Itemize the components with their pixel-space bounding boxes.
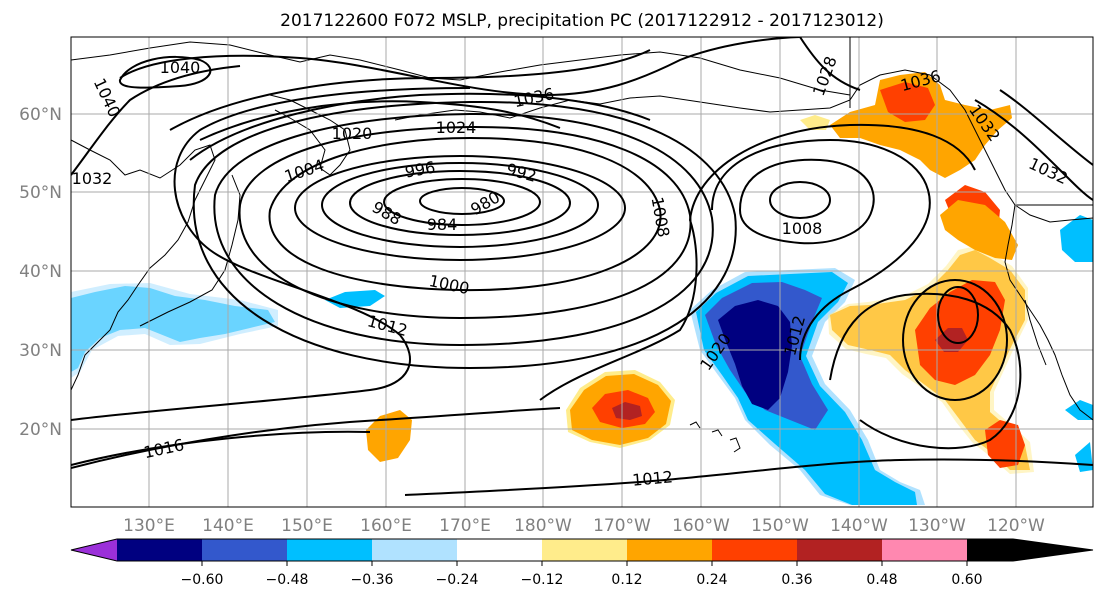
isobar-label: 1008 [782, 219, 823, 238]
lon-label: 130°E [123, 516, 175, 536]
map-title: 2017122600 F072 MSLP, precipitation PC (… [280, 11, 884, 31]
colorbar-tickmarks [201, 561, 968, 566]
colorbar-segment [372, 539, 457, 561]
colorbar-outline [70, 538, 1094, 562]
isobar-1012-east [738, 158, 875, 245]
colorbar-segment [627, 539, 712, 561]
shade-orange-alaska [830, 72, 1012, 178]
lat-label: 60°N [19, 105, 62, 125]
isobar-1024 [189, 92, 651, 161]
lon-label: 150°W [751, 516, 809, 536]
colorbar-extend-left [71, 539, 117, 561]
shade-blue-east-4 [830, 470, 860, 500]
isobar-1024-east [829, 292, 1022, 450]
isobar-1008-east [769, 181, 831, 219]
colorbar-tick-label: 0.36 [781, 572, 812, 588]
isobar-980 [419, 187, 505, 215]
isobar-1016-south [71, 407, 561, 469]
isobar-1036 [119, 37, 801, 97]
isobar-1012-south [404, 458, 1093, 496]
isobar-996 [294, 155, 626, 261]
isobar-1028 [169, 49, 651, 131]
colorbar-segment [712, 539, 797, 561]
lon-label: 160°E [360, 516, 412, 536]
shade-darkred-sw [612, 402, 642, 420]
isobar-988 [349, 170, 571, 236]
coast-baja [1024, 299, 1047, 366]
colorbar-tick-label: −0.36 [351, 572, 394, 588]
colorbar: −0.60 −0.48 −0.36 −0.24 −0.12 0.12 0.24 … [70, 538, 1094, 588]
colorbar-segment [797, 539, 882, 561]
lon-label: 120°W [987, 516, 1045, 536]
coast-asia [71, 139, 216, 391]
colorbar-tick-label: 0.48 [866, 572, 897, 588]
map-frame [70, 36, 1094, 508]
isobars [71, 37, 1093, 496]
isobar-label: 1020 [332, 124, 373, 143]
isobar-label: 1024 [436, 118, 477, 137]
isobar-label: 1040 [160, 58, 201, 77]
longitude-labels: 130°E 140°E 150°E 160°E 170°E 180°W 170°… [123, 516, 1045, 536]
isobar-1020-east [539, 123, 976, 401]
colorbar-tick-label: −0.60 [181, 572, 224, 588]
lat-label: 20°N [19, 420, 62, 440]
coast-hawaii [689, 421, 741, 453]
isobar-1000 [268, 136, 662, 292]
latitude-labels: 60°N 50°N 40°N 30°N 20°N [19, 105, 62, 440]
colorbar-segment [457, 539, 542, 561]
shade-orange-coast [940, 200, 1018, 260]
lon-label: 150°E [281, 516, 333, 536]
isobar-1016-east [711, 138, 931, 361]
colorbar-tick-label: −0.24 [436, 572, 479, 588]
colorbar-tick-label: −0.48 [266, 572, 309, 588]
isobar-1020-left [71, 430, 371, 466]
colorbar-tick-label: −0.12 [521, 572, 564, 588]
colorbar-segment [202, 539, 287, 561]
isobar-east-coast-2 [999, 89, 1093, 166]
isobar-1016-ring [937, 286, 979, 344]
isobar-1040-ring [119, 56, 212, 89]
colorbar-tick-label: 0.24 [696, 572, 727, 588]
lat-label: 40°N [19, 262, 62, 282]
isobar-992 [321, 162, 599, 248]
lat-label: 30°N [19, 341, 62, 361]
colorbar-tick-label: 0.60 [951, 572, 982, 588]
colorbar-segment [287, 539, 372, 561]
isobar-1032 [71, 65, 241, 176]
coast-westna [1004, 204, 1093, 421]
colorbar-segment [117, 539, 202, 561]
lon-label: 130°W [908, 516, 966, 536]
colorbar-segment [542, 539, 627, 561]
isobar-1016-left [71, 87, 471, 421]
map-contents: 1040 1040 1032 1036 1024 1020 1004 996 9… [71, 37, 1093, 507]
isobar-alaska-1 [799, 37, 861, 91]
isobar-1020 [199, 100, 561, 141]
colorbar-segment [882, 539, 967, 561]
isobar-1012-left [192, 100, 737, 370]
isobar-label: 1012 [631, 467, 673, 489]
isobar-1008-big [213, 112, 714, 347]
shade-red-alaska [880, 82, 935, 122]
isobar-1020-ring [902, 279, 1008, 401]
shade-orange-small [366, 410, 412, 462]
lon-label: 170°E [439, 516, 491, 536]
colorbar-extend-right [967, 539, 1093, 561]
lon-label: 140°W [830, 516, 888, 536]
lon-label: 160°W [672, 516, 730, 536]
shade-red-bottom [985, 420, 1025, 468]
colorbar-tick-label: 0.12 [611, 572, 642, 588]
coast-north [71, 41, 851, 96]
isobar-label: 984 [427, 215, 458, 234]
isobar-label: 1032 [72, 169, 113, 188]
shade-blue-east-1 [1060, 215, 1093, 262]
shade-navy-central [718, 300, 792, 410]
lon-label: 140°E [202, 516, 254, 536]
graticule [71, 37, 1093, 507]
isobar-east-coast-1 [974, 99, 1093, 201]
lat-label: 50°N [19, 183, 62, 203]
lon-label: 180°W [514, 516, 572, 536]
lon-label: 170°W [593, 516, 651, 536]
isobar-984 [383, 178, 541, 226]
